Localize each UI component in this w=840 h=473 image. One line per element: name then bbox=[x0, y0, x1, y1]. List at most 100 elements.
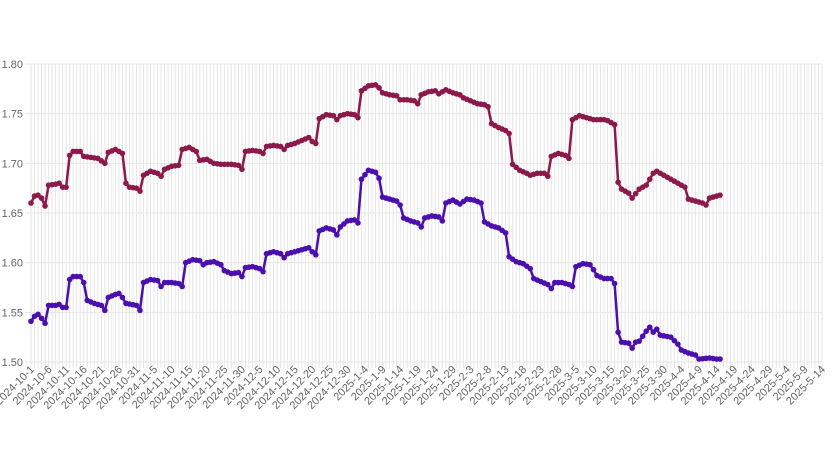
data-point bbox=[102, 307, 108, 314]
data-point bbox=[414, 220, 421, 226]
data-point bbox=[653, 326, 660, 333]
data-point bbox=[235, 162, 242, 169]
data-point bbox=[56, 180, 62, 186]
data-point bbox=[527, 265, 534, 272]
y-tick-label: 1.55 bbox=[2, 307, 23, 319]
data-point bbox=[98, 302, 105, 309]
data-point bbox=[35, 311, 41, 318]
data-point bbox=[42, 203, 48, 209]
y-tick-label: 1.70 bbox=[2, 158, 23, 170]
data-point bbox=[77, 148, 84, 155]
data-point bbox=[608, 275, 614, 282]
data-point bbox=[639, 333, 646, 339]
series-2 bbox=[28, 167, 723, 362]
data-point bbox=[158, 173, 164, 180]
data-point bbox=[305, 244, 312, 251]
data-point bbox=[682, 184, 688, 190]
data-point bbox=[63, 184, 69, 190]
data-point bbox=[636, 338, 642, 344]
data-point bbox=[397, 202, 403, 208]
data-point bbox=[506, 130, 512, 137]
data-point bbox=[312, 251, 319, 258]
data-point bbox=[38, 195, 45, 201]
data-point bbox=[137, 307, 143, 314]
data-point bbox=[312, 140, 319, 147]
data-point bbox=[154, 277, 161, 284]
data-point bbox=[119, 150, 126, 157]
data-point bbox=[281, 254, 287, 261]
data-point bbox=[643, 328, 650, 335]
data-point bbox=[703, 202, 709, 208]
data-point bbox=[123, 180, 129, 186]
data-point bbox=[38, 315, 45, 322]
data-point bbox=[196, 257, 203, 264]
data-point bbox=[414, 100, 421, 107]
data-point bbox=[218, 261, 224, 268]
data-point bbox=[334, 116, 340, 123]
data-point bbox=[137, 188, 143, 194]
data-point bbox=[235, 269, 242, 276]
data-point bbox=[478, 200, 484, 206]
data-point bbox=[362, 171, 368, 178]
data-point bbox=[175, 162, 182, 169]
data-point bbox=[544, 173, 551, 180]
data-point bbox=[646, 324, 653, 331]
data-point bbox=[393, 198, 400, 204]
y-tick-label: 1.80 bbox=[2, 59, 23, 71]
data-point bbox=[358, 176, 365, 183]
data-point bbox=[632, 190, 639, 197]
data-point bbox=[692, 352, 699, 358]
x-axis-tick-labels: 2024-10-12024-10-62024-10-112024-10-1620… bbox=[0, 364, 828, 412]
data-point bbox=[418, 224, 425, 230]
data-point bbox=[629, 195, 635, 201]
data-point bbox=[334, 232, 340, 238]
data-point bbox=[376, 175, 382, 182]
y-tick-label: 1.75 bbox=[2, 109, 23, 121]
data-point bbox=[625, 190, 632, 196]
data-point bbox=[193, 148, 200, 155]
data-point bbox=[717, 356, 723, 362]
data-point bbox=[80, 279, 87, 286]
data-point bbox=[239, 166, 245, 173]
data-point bbox=[116, 290, 122, 297]
data-point bbox=[548, 285, 555, 292]
data-point bbox=[66, 152, 73, 159]
data-point bbox=[611, 121, 618, 128]
data-point bbox=[485, 103, 491, 110]
y-tick-label: 1.60 bbox=[2, 258, 23, 270]
y-gridlines bbox=[25, 63, 822, 363]
data-point bbox=[566, 155, 572, 162]
data-point bbox=[28, 200, 34, 206]
data-point bbox=[330, 227, 337, 233]
data-point bbox=[615, 179, 621, 186]
data-point bbox=[77, 273, 84, 280]
data-point bbox=[587, 261, 593, 268]
data-point bbox=[277, 250, 284, 257]
data-point bbox=[102, 160, 108, 167]
data-point bbox=[239, 273, 245, 280]
x-gridlines bbox=[30, 64, 823, 368]
data-point bbox=[646, 176, 653, 183]
data-point bbox=[629, 345, 635, 351]
y-axis-tick-labels: 1.50 1.55 1.60 1.65 1.70 1.75 1.80 bbox=[2, 59, 23, 369]
data-point bbox=[717, 192, 723, 198]
data-point bbox=[281, 146, 287, 153]
data-point bbox=[569, 283, 576, 290]
data-point bbox=[42, 320, 48, 327]
data-point bbox=[355, 220, 361, 226]
data-point bbox=[439, 218, 446, 224]
data-point bbox=[28, 318, 34, 325]
data-point bbox=[436, 214, 442, 220]
data-point bbox=[376, 85, 382, 91]
data-point bbox=[625, 340, 632, 346]
data-point bbox=[260, 268, 266, 275]
data-point bbox=[330, 112, 337, 119]
data-point bbox=[671, 337, 678, 344]
data-point bbox=[611, 280, 618, 287]
data-point bbox=[133, 302, 140, 309]
y-tick-label: 1.65 bbox=[2, 208, 23, 220]
data-point bbox=[179, 283, 185, 290]
data-point bbox=[158, 283, 164, 290]
data-point bbox=[615, 329, 621, 336]
